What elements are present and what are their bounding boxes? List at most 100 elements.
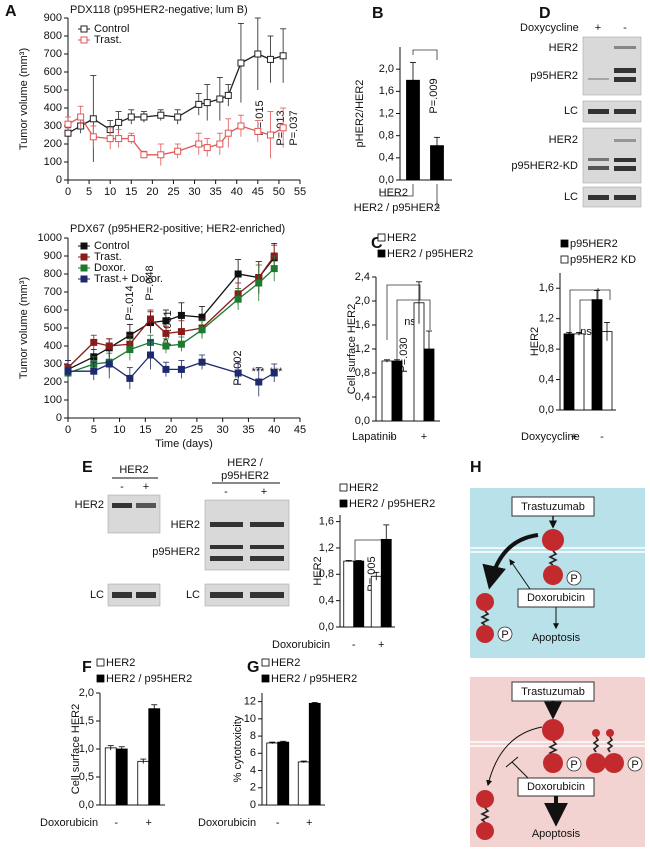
lane-label: + <box>595 22 601 34</box>
marker <box>127 135 135 143</box>
y-tick-label: 0,0 <box>379 174 394 186</box>
y-tick-label: 1,6 <box>319 515 334 527</box>
band <box>614 166 636 171</box>
y-tick-label: 0,0 <box>539 404 554 416</box>
legend-swatch <box>560 239 569 248</box>
legend-label: Trast.+ Doxor. <box>94 273 163 285</box>
bracket <box>412 49 438 60</box>
y-tick-label: 0,4 <box>319 595 334 607</box>
y-tick-label: 500 <box>44 84 62 96</box>
lane-label: - <box>120 481 124 493</box>
y-tick-label: 0 <box>56 174 62 186</box>
y-tick-label: 1,6 <box>539 282 554 294</box>
bar <box>297 761 310 806</box>
y-axis-label: Cell surface HER2 <box>70 704 82 794</box>
y-tick-label: 0,0 <box>319 621 334 633</box>
x-axis-label: Doxycycline <box>521 431 580 443</box>
legend-marker <box>80 25 88 33</box>
blot <box>204 583 290 607</box>
marker <box>64 367 72 375</box>
marker <box>157 151 165 159</box>
bar <box>370 575 382 628</box>
blot <box>107 494 161 534</box>
y-tick-label: 600 <box>44 66 62 78</box>
bar <box>381 360 393 422</box>
x-tick-label: 15 <box>125 186 137 198</box>
legend-label: Control <box>94 240 129 252</box>
x-tick-label: 5 <box>86 186 92 198</box>
receptor <box>604 753 624 773</box>
receptor <box>606 729 614 737</box>
band <box>614 195 636 200</box>
y-tick-label: 400 <box>44 102 62 114</box>
phospho <box>497 626 513 642</box>
y-tick-label: 200 <box>44 138 62 150</box>
blot-title: p95HER2 <box>221 470 269 482</box>
receptor <box>543 565 563 585</box>
bar <box>104 747 117 806</box>
marker <box>254 50 262 58</box>
marker <box>162 342 170 350</box>
marker <box>177 365 185 373</box>
blot <box>582 186 642 208</box>
bar <box>353 560 365 628</box>
arrow <box>482 533 539 590</box>
outcome-label: Apoptosis <box>532 828 581 840</box>
y-tick-label: 300 <box>44 358 62 370</box>
panel-label: G <box>247 659 259 676</box>
x-tick-label: 40 <box>231 186 243 198</box>
x-tick-label: 5 <box>91 424 97 436</box>
marker <box>237 59 245 67</box>
row-label: p95HER2 <box>530 70 578 82</box>
bar <box>115 748 128 806</box>
marker <box>255 279 263 287</box>
phospho <box>627 756 643 772</box>
band <box>614 139 636 142</box>
marker <box>279 52 287 60</box>
x-tick-label: + <box>146 817 152 829</box>
band <box>588 166 609 170</box>
row-label: LC <box>90 589 104 601</box>
y-tick-label: 12 <box>244 696 256 708</box>
marker <box>140 113 148 121</box>
y-axis-label: Tumor volume (mm³) <box>18 277 30 379</box>
x-axis-label: Time (days) <box>155 438 213 450</box>
bar <box>277 741 290 806</box>
marker <box>127 113 135 121</box>
x-tick-label: 20 <box>146 186 158 198</box>
x-tick-label: HER2 <box>379 187 408 199</box>
x-tick-label: 0 <box>65 424 71 436</box>
band <box>588 78 609 80</box>
x-tick-label: + <box>306 817 312 829</box>
legend-swatch <box>339 499 348 508</box>
legend-label: HER2 <box>106 657 135 669</box>
x-tick-label: + <box>421 431 427 443</box>
y-tick-label: 1,5 <box>79 715 94 727</box>
legend-marker <box>80 36 88 44</box>
y-tick-label: 0,0 <box>79 799 94 811</box>
x-tick-label: 20 <box>165 424 177 436</box>
marker <box>106 135 114 143</box>
band <box>250 545 284 549</box>
x-tick-label: + <box>571 431 577 443</box>
y-tick-label: 400 <box>44 340 62 352</box>
receptor-link <box>480 610 490 626</box>
arrow <box>486 726 543 787</box>
legend-swatch <box>261 658 270 667</box>
bar <box>343 560 355 628</box>
bracket <box>396 299 431 372</box>
y-tick-label: 800 <box>44 268 62 280</box>
band <box>112 503 132 508</box>
x-tick-label: 30 <box>188 186 200 198</box>
y-tick-label: 2,0 <box>355 295 370 307</box>
marker <box>216 95 224 103</box>
marker <box>266 131 274 139</box>
drug-label: Trastuzumab <box>521 686 585 698</box>
agent-label: Doxorubicin <box>527 781 585 793</box>
band <box>210 592 243 598</box>
arrow <box>509 559 531 590</box>
y-tick-label: 100 <box>44 394 62 406</box>
band <box>250 556 284 561</box>
marker <box>198 358 206 366</box>
